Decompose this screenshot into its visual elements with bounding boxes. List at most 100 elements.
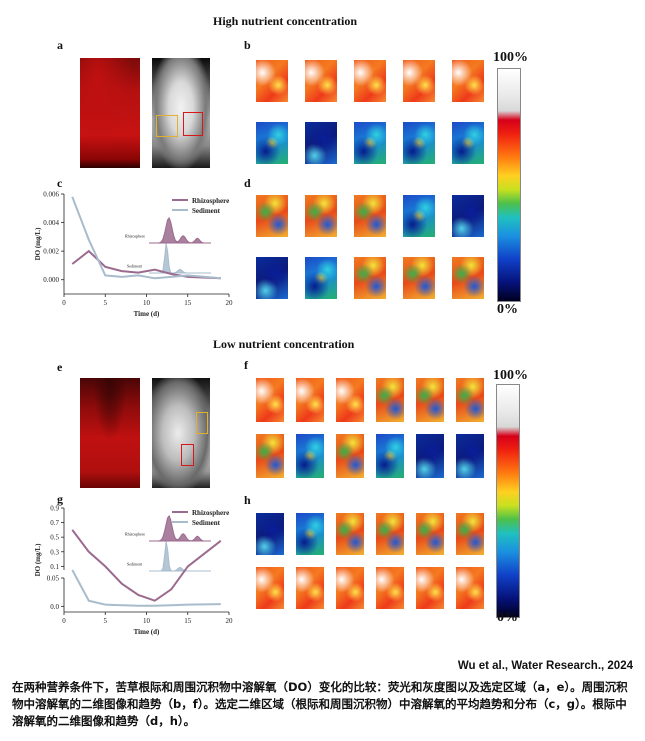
inset-distribution: Rhizosphere Sediment <box>125 216 211 274</box>
do-image-tile <box>452 195 484 237</box>
x-tick-label: 20 <box>226 617 234 625</box>
colorbar-max-label: 100% <box>493 368 528 383</box>
do-images-grid-f <box>256 378 488 486</box>
do-image-tile <box>336 513 364 555</box>
y-tick-label: 0.0 <box>50 603 59 611</box>
do-image-tile <box>354 122 386 164</box>
panel-label-g: g <box>57 492 63 506</box>
do-image-tile <box>305 195 337 237</box>
inset-label-rhizosphere: Rhizosphere <box>125 234 145 239</box>
y-tick-label: 0.3 <box>50 548 59 556</box>
section-title-low: Low nutrient concentration <box>213 337 355 351</box>
do-image-tile <box>256 257 288 299</box>
x-axis-label: Time (d) <box>134 310 160 318</box>
y-axis-label: DO (mg/L) <box>34 543 42 577</box>
do-line-chart-c: 0.000 0.002 0.004 0.006 0 5 10 15 20 Time (d) DO (… <box>34 191 234 319</box>
y-tick-label: 0.000 <box>43 276 59 284</box>
do-image-tile <box>305 257 337 299</box>
panel-label-c: c <box>57 176 63 190</box>
x-tick-label: 5 <box>104 299 108 307</box>
panel-label-d: d <box>244 176 251 190</box>
panel-label-a: a <box>57 38 63 52</box>
do-image-tile <box>416 513 444 555</box>
x-tick-label: 10 <box>143 299 151 307</box>
inset-sediment-ridge <box>149 541 211 572</box>
do-image-tile <box>296 378 324 422</box>
do-images-grid-d <box>256 195 488 299</box>
do-image-tile <box>416 567 444 609</box>
inset-sediment-ridge <box>149 243 211 274</box>
y-axis-label: DO (mg/L) <box>34 227 42 261</box>
do-image-tile <box>456 567 484 609</box>
x-tick-label: 0 <box>62 299 66 307</box>
colorbar-min-label: 0% <box>497 610 518 625</box>
do-image-tile <box>256 60 288 102</box>
do-image-tile <box>403 122 435 164</box>
do-image-tile <box>256 122 288 164</box>
do-image-tile <box>376 378 404 422</box>
do-image-tile <box>305 122 337 164</box>
selection-box-rhizosphere-high <box>183 112 203 136</box>
x-tick-label: 15 <box>184 617 192 625</box>
legend-label: Rhizosphere <box>192 509 229 517</box>
do-image-tile <box>296 434 324 478</box>
inset-distribution: Rhizosphere Sediment <box>125 514 211 572</box>
legend-label: Sediment <box>192 519 221 527</box>
figure-caption: 在两种营养条件下，苦草根际和周围沉积物中溶解氧（DO）变化的比较：荧光和灰度图以… <box>12 680 628 728</box>
grayscale-image-low <box>152 378 210 488</box>
y-tick-label: 0.004 <box>43 219 59 227</box>
series-line-sediment <box>71 569 221 607</box>
inset-label-rhizosphere: Rhizosphere <box>125 532 145 537</box>
series-line-rhizosphere <box>71 249 221 280</box>
do-image-tile <box>354 60 386 102</box>
inset-rhizosphere-ridge <box>149 216 211 244</box>
do-image-tile <box>376 513 404 555</box>
do-image-tile <box>452 60 484 102</box>
do-image-tile <box>456 434 484 478</box>
do-image-tile <box>336 567 364 609</box>
panel-label-f: f <box>244 358 248 372</box>
selection-box-sediment-low <box>196 412 208 434</box>
do-image-tile <box>416 378 444 422</box>
fluorescence-image-low <box>80 378 140 488</box>
legend-label: Sediment <box>192 207 221 215</box>
do-image-tile <box>403 257 435 299</box>
x-tick-label: 5 <box>104 617 108 625</box>
y-tick-label: 0.9 <box>50 505 59 513</box>
y-tick-label: 0.1 <box>50 563 59 571</box>
colorbar-min-label: 0% <box>497 302 518 317</box>
do-image-tile <box>336 434 364 478</box>
do-images-grid-h <box>256 513 488 613</box>
do-image-tile <box>376 434 404 478</box>
colorbar-low <box>496 384 520 618</box>
y-tick-label: 0.5 <box>50 534 59 542</box>
do-image-tile <box>416 434 444 478</box>
colorbar-max-label: 100% <box>493 50 528 65</box>
y-tick-label: 0.002 <box>43 248 59 256</box>
do-image-tile <box>403 60 435 102</box>
do-image-tile <box>403 195 435 237</box>
do-image-tile <box>456 378 484 422</box>
do-image-tile <box>305 60 337 102</box>
citation: Wu et al., Water Research., 2024 <box>457 660 633 672</box>
inset-label-sediment: Sediment <box>127 264 143 269</box>
grayscale-image-high <box>152 58 210 168</box>
x-axis-label: Time (d) <box>134 628 160 636</box>
x-tick-label: 20 <box>226 299 234 307</box>
do-image-tile <box>256 195 288 237</box>
fluorescence-image-high <box>80 58 140 168</box>
colorbar-high <box>497 68 521 302</box>
y-tick-label: 0.006 <box>43 191 59 199</box>
do-image-tile <box>354 195 386 237</box>
y-tick-label: 0.05 <box>47 575 60 583</box>
section-title-high: High nutrient concentration <box>213 14 357 28</box>
do-image-tile <box>256 513 284 555</box>
x-tick-label: 0 <box>62 617 66 625</box>
do-image-tile <box>376 567 404 609</box>
x-tick-label: 15 <box>184 299 192 307</box>
inset-rhizosphere-ridge <box>149 514 211 542</box>
do-image-tile <box>256 434 284 478</box>
panel-label-b: b <box>244 38 251 52</box>
selection-box-sediment-high <box>156 115 178 137</box>
selection-box-rhizosphere-low <box>181 444 194 466</box>
